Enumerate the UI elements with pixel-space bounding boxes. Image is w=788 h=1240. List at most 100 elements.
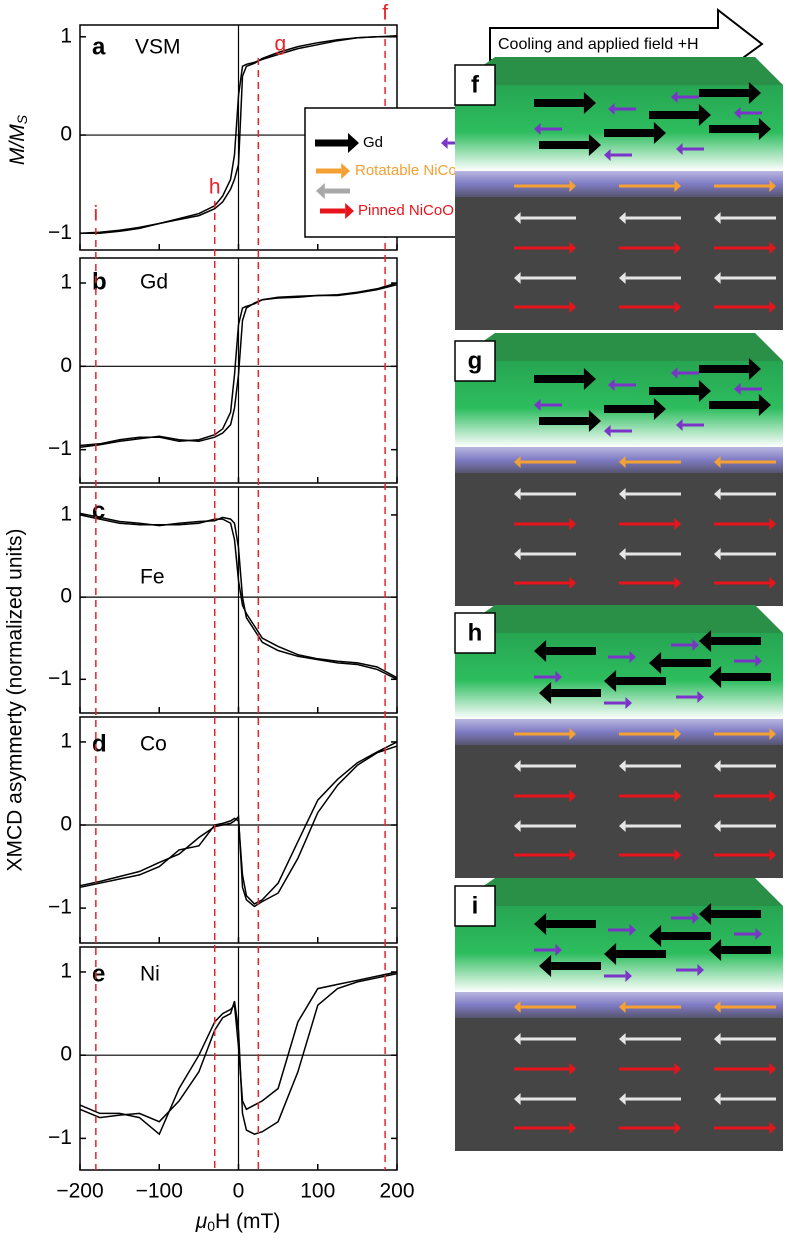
layer-stack: g [454,333,783,606]
spacer-layer [455,447,783,473]
nicoo-arrow [619,488,681,500]
y-tick-label: −1 [48,437,72,460]
arrow-head [316,183,325,199]
nicoo-arrow [714,242,776,254]
arrow-head [625,970,632,982]
fe-arrow [734,107,762,119]
arrow-head [692,912,699,924]
arrow-head [608,379,615,391]
arrow-head [569,849,576,861]
arrow-head [714,272,721,284]
arrow-head [583,368,596,390]
arrow-head [714,548,721,560]
arrow-head [514,1093,521,1105]
arrow-head [769,1122,776,1134]
arrow-head [748,82,761,104]
panel: −1 0 1 b Gd [48,257,398,484]
nicoo-arrow [714,488,776,500]
arrow-head [588,134,601,156]
fe-arrow [608,924,636,936]
y-tick-label: 1 [60,729,72,752]
arrow-head [345,203,354,219]
nicoo-arrow [514,1063,576,1075]
hysteresis-curve [79,512,398,680]
arrow-head [629,651,636,663]
arrow-head [697,691,704,703]
arrow-head [714,212,721,224]
spacer-layer [455,992,783,1018]
x-label-rest: H (mT) [215,1210,280,1233]
nicoo-arrow [514,301,576,313]
nicoo-arrow [514,1033,576,1045]
nicoo-arrow [514,548,576,560]
y-tick-label: 0 [60,585,72,608]
y-tick-label: 1 [60,502,72,525]
layer-stack: h [454,605,783,878]
fe-arrow [604,970,632,982]
arrow-head [348,133,359,153]
arrow-head [619,1033,626,1045]
nicoo-arrow [619,212,681,224]
panel: −1 0 1 c Fe [48,486,398,714]
x-tick-label: 0 [233,1180,245,1203]
nicoo-arrow [714,1033,776,1045]
fe-arrow [534,123,562,135]
gd-arrow [534,368,596,390]
arrow-head [514,456,521,468]
nicoo-arrow [714,1122,776,1134]
arrow-head [569,790,576,802]
nicoo-arrow [714,1063,776,1075]
arrow-head [569,577,576,589]
panel: −1 0 1 −200 −100 0 100 200 e Ni [48,946,415,1203]
arrow-head [534,123,541,135]
nicoo-arrow [619,1093,681,1105]
nicoo-arrow [514,1122,576,1134]
arrow-head [674,1122,681,1134]
arrow-head [769,301,776,313]
y-tick-label: 0 [60,1043,72,1066]
panel-title: Fe [140,566,165,589]
panel-title: Ni [140,963,160,986]
x-label-symbol: μ [195,1210,208,1233]
arrow-head [769,790,776,802]
arrow-head [619,456,626,468]
arrow-head [755,655,762,667]
panel-label-box [454,885,496,927]
arrow-head [653,122,666,144]
arrow-head [671,91,678,103]
arrow-head [539,682,552,704]
arrow-head [604,425,611,437]
nico-arrow [714,180,776,192]
arrow-head [514,1001,521,1013]
arrow-head [514,760,521,772]
arrow-head [697,964,704,976]
arrow-head [514,488,521,500]
arrow-head [649,652,662,674]
arrow-head [619,820,626,832]
panel-letter: h [468,619,483,646]
panel-letter: d [92,730,107,757]
nico-arrow [619,456,681,468]
y-tick-label: 0 [60,123,72,146]
arrow-head [514,820,521,832]
arrow-head [534,913,547,935]
arrow-head [514,1033,521,1045]
fe-arrow [534,671,562,683]
arrow-head [674,180,681,192]
panel-frame [79,946,398,1171]
fe-arrow [676,964,704,976]
arrow-head [341,163,350,179]
arrow-head [674,790,681,802]
panel: −1 0 1 a VSM [48,24,398,251]
arrow-head [569,242,576,254]
nicoo-arrow [514,488,576,500]
arrow-head [569,1063,576,1075]
nicoo-arrow [619,1033,681,1045]
nico-arrow [619,180,681,192]
nicoo-arrow [714,790,776,802]
arrow-head [569,301,576,313]
panel-title: Gd [140,271,168,294]
arrow-head [604,670,617,692]
layer-stack: f [454,57,783,330]
arrow-head [769,1063,776,1075]
